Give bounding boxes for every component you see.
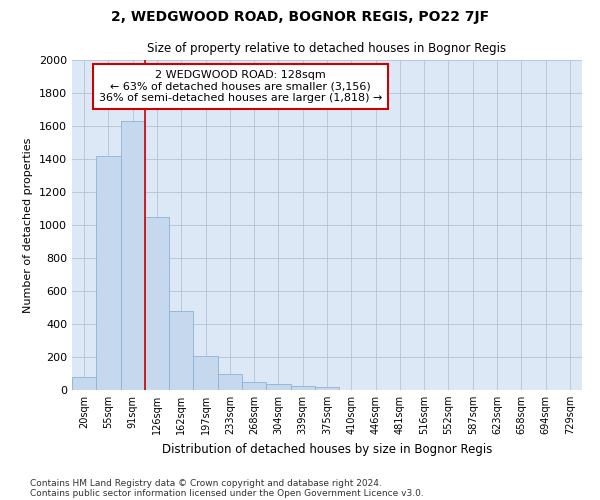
Bar bbox=[290, 386, 315, 390]
Bar bbox=[145, 217, 169, 390]
Bar bbox=[315, 387, 339, 390]
Bar bbox=[96, 156, 121, 390]
Y-axis label: Number of detached properties: Number of detached properties bbox=[23, 138, 34, 312]
Bar bbox=[193, 356, 218, 390]
Bar bbox=[169, 311, 193, 390]
Text: 2 WEDGWOOD ROAD: 128sqm
← 63% of detached houses are smaller (3,156)
36% of semi: 2 WEDGWOOD ROAD: 128sqm ← 63% of detache… bbox=[98, 70, 382, 103]
Text: Contains public sector information licensed under the Open Government Licence v3: Contains public sector information licen… bbox=[30, 488, 424, 498]
Bar bbox=[242, 382, 266, 390]
Text: 2, WEDGWOOD ROAD, BOGNOR REGIS, PO22 7JF: 2, WEDGWOOD ROAD, BOGNOR REGIS, PO22 7JF bbox=[111, 10, 489, 24]
Bar bbox=[121, 121, 145, 390]
Text: Contains HM Land Registry data © Crown copyright and database right 2024.: Contains HM Land Registry data © Crown c… bbox=[30, 478, 382, 488]
Bar bbox=[218, 374, 242, 390]
Title: Size of property relative to detached houses in Bognor Regis: Size of property relative to detached ho… bbox=[148, 42, 506, 54]
Bar bbox=[72, 377, 96, 390]
X-axis label: Distribution of detached houses by size in Bognor Regis: Distribution of detached houses by size … bbox=[162, 442, 492, 456]
Bar bbox=[266, 384, 290, 390]
